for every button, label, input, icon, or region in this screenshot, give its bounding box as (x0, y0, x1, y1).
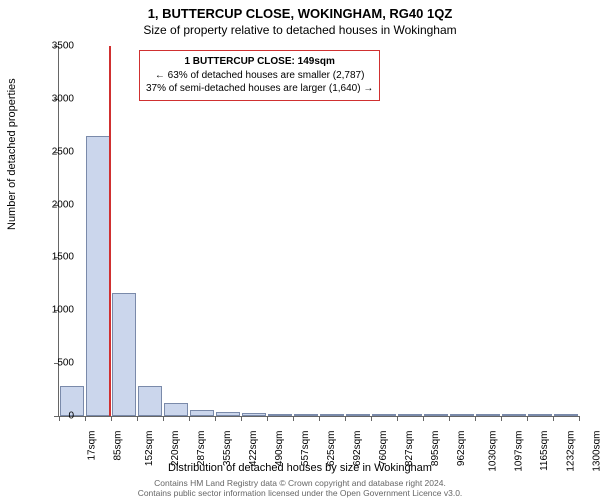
y-tick-label: 0 (34, 411, 74, 422)
histogram-bar (138, 386, 163, 416)
x-tick-label: 152sqm (144, 431, 155, 467)
histogram-bar (112, 293, 137, 416)
x-tick-label: 962sqm (456, 431, 467, 467)
chart-title-sub: Size of property relative to detached ho… (0, 21, 600, 37)
info-box-line-2: ← 63% of detached houses are smaller (2,… (146, 69, 373, 83)
histogram-bar (346, 414, 371, 416)
y-tick-label: 1000 (34, 305, 74, 316)
x-tick-mark (423, 416, 424, 421)
y-tick-label: 3500 (34, 41, 74, 52)
histogram-bar (502, 414, 527, 416)
x-tick-mark (319, 416, 320, 421)
x-tick-label: 17sqm (87, 431, 98, 461)
x-tick-label: 625sqm (326, 431, 337, 467)
histogram-bar (424, 414, 449, 416)
plot-area: 17sqm85sqm152sqm220sqm287sqm355sqm422sqm… (58, 46, 579, 417)
x-tick-label: 490sqm (274, 431, 285, 467)
chart-container: 1, BUTTERCUP CLOSE, WOKINGHAM, RG40 1QZ … (0, 0, 600, 500)
chart-title-main: 1, BUTTERCUP CLOSE, WOKINGHAM, RG40 1QZ (0, 0, 600, 21)
info-box: 1 BUTTERCUP CLOSE: 149sqm← 63% of detach… (139, 50, 380, 101)
x-axis-title: Distribution of detached houses by size … (0, 462, 600, 474)
x-tick-label: 895sqm (430, 431, 441, 467)
x-tick-mark (241, 416, 242, 421)
y-tick-label: 2500 (34, 146, 74, 157)
histogram-bar (190, 410, 215, 416)
x-tick-label: 355sqm (222, 431, 233, 467)
chart-plot-wrap: 17sqm85sqm152sqm220sqm287sqm355sqm422sqm… (58, 46, 578, 416)
chart-footer: Contains HM Land Registry data © Crown c… (0, 478, 600, 499)
x-tick-mark (215, 416, 216, 421)
info-box-line-3: 37% of semi-detached houses are larger (… (146, 82, 373, 96)
y-tick-label: 500 (34, 358, 74, 369)
x-tick-mark (371, 416, 372, 421)
x-tick-mark (345, 416, 346, 421)
info-box-line-1: 1 BUTTERCUP CLOSE: 149sqm (146, 55, 373, 69)
x-tick-label: 692sqm (352, 431, 363, 467)
x-tick-label: 760sqm (378, 431, 389, 467)
histogram-bar (216, 412, 241, 416)
histogram-bar (398, 414, 423, 416)
histogram-bar (372, 414, 397, 416)
histogram-bar (320, 414, 345, 416)
y-tick-label: 1500 (34, 252, 74, 263)
x-tick-mark (501, 416, 502, 421)
histogram-bar (164, 403, 189, 416)
histogram-bar (528, 414, 553, 416)
x-tick-mark (397, 416, 398, 421)
y-axis-title: Number of detached properties (6, 78, 18, 230)
x-tick-label: 85sqm (113, 431, 124, 461)
x-tick-label: 827sqm (404, 431, 415, 467)
x-tick-mark (111, 416, 112, 421)
x-tick-label: 422sqm (248, 431, 259, 467)
histogram-bar (268, 414, 293, 416)
x-tick-mark (189, 416, 190, 421)
property-marker-line (109, 46, 111, 416)
x-tick-mark (137, 416, 138, 421)
x-tick-label: 287sqm (196, 431, 207, 467)
x-tick-mark (475, 416, 476, 421)
x-tick-mark (449, 416, 450, 421)
x-tick-label: 557sqm (300, 431, 311, 467)
x-tick-mark (267, 416, 268, 421)
footer-line-2: Contains public sector information licen… (0, 488, 600, 499)
x-tick-mark (85, 416, 86, 421)
x-tick-mark (579, 416, 580, 421)
x-tick-mark (553, 416, 554, 421)
histogram-bar (554, 414, 579, 416)
x-tick-label: 220sqm (170, 431, 181, 467)
histogram-bar (242, 413, 267, 416)
histogram-bar (450, 414, 475, 416)
y-tick-label: 2000 (34, 199, 74, 210)
x-tick-mark (293, 416, 294, 421)
x-tick-mark (527, 416, 528, 421)
histogram-bar (476, 414, 501, 416)
footer-line-1: Contains HM Land Registry data © Crown c… (0, 478, 600, 489)
histogram-bar (294, 414, 319, 416)
histogram-bar (86, 136, 111, 416)
x-tick-mark (163, 416, 164, 421)
y-tick-label: 3000 (34, 93, 74, 104)
